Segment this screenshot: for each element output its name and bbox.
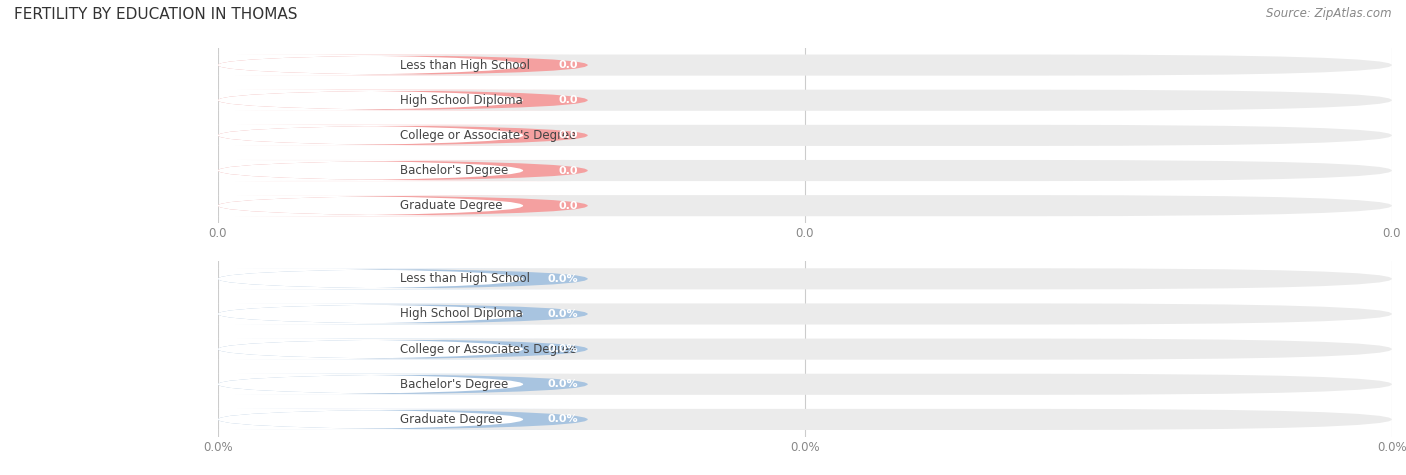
FancyBboxPatch shape <box>172 90 571 111</box>
FancyBboxPatch shape <box>218 55 1392 76</box>
FancyBboxPatch shape <box>218 409 588 430</box>
Text: 0.0: 0.0 <box>558 95 578 105</box>
FancyBboxPatch shape <box>172 339 571 360</box>
FancyBboxPatch shape <box>172 409 571 430</box>
Text: Graduate Degree: Graduate Degree <box>399 413 502 426</box>
FancyBboxPatch shape <box>218 304 1392 324</box>
FancyBboxPatch shape <box>218 339 588 360</box>
FancyBboxPatch shape <box>218 160 588 181</box>
Text: Less than High School: Less than High School <box>399 272 530 285</box>
Text: College or Associate's Degree: College or Associate's Degree <box>399 129 576 142</box>
Text: High School Diploma: High School Diploma <box>399 307 523 321</box>
FancyBboxPatch shape <box>218 125 1392 146</box>
FancyBboxPatch shape <box>172 374 571 395</box>
Text: 0.0: 0.0 <box>558 165 578 176</box>
FancyBboxPatch shape <box>218 195 1392 216</box>
FancyBboxPatch shape <box>172 304 571 324</box>
FancyBboxPatch shape <box>218 304 588 324</box>
Text: 0.0%: 0.0% <box>548 414 578 425</box>
Text: 0.0%: 0.0% <box>548 344 578 354</box>
Text: Bachelor's Degree: Bachelor's Degree <box>399 164 508 177</box>
Text: 0.0%: 0.0% <box>548 274 578 284</box>
Text: 0.0%: 0.0% <box>548 379 578 389</box>
FancyBboxPatch shape <box>218 268 588 289</box>
Text: 0.0: 0.0 <box>558 60 578 70</box>
Text: FERTILITY BY EDUCATION IN THOMAS: FERTILITY BY EDUCATION IN THOMAS <box>14 7 298 22</box>
FancyBboxPatch shape <box>172 125 571 146</box>
FancyBboxPatch shape <box>218 339 1392 360</box>
FancyBboxPatch shape <box>218 125 588 146</box>
Text: High School Diploma: High School Diploma <box>399 94 523 107</box>
Text: 0.0: 0.0 <box>558 200 578 211</box>
Text: 0.0%: 0.0% <box>548 309 578 319</box>
FancyBboxPatch shape <box>172 195 571 216</box>
Text: Graduate Degree: Graduate Degree <box>399 199 502 212</box>
Text: 0.0: 0.0 <box>558 130 578 141</box>
FancyBboxPatch shape <box>218 160 1392 181</box>
FancyBboxPatch shape <box>218 195 588 216</box>
Text: Less than High School: Less than High School <box>399 58 530 72</box>
FancyBboxPatch shape <box>172 160 571 181</box>
Text: Source: ZipAtlas.com: Source: ZipAtlas.com <box>1267 7 1392 20</box>
FancyBboxPatch shape <box>218 55 588 76</box>
Text: Bachelor's Degree: Bachelor's Degree <box>399 378 508 391</box>
FancyBboxPatch shape <box>218 374 588 395</box>
Text: College or Associate's Degree: College or Associate's Degree <box>399 342 576 356</box>
FancyBboxPatch shape <box>218 409 1392 430</box>
FancyBboxPatch shape <box>218 90 1392 111</box>
FancyBboxPatch shape <box>218 374 1392 395</box>
FancyBboxPatch shape <box>218 90 588 111</box>
FancyBboxPatch shape <box>172 55 571 76</box>
FancyBboxPatch shape <box>218 268 1392 289</box>
FancyBboxPatch shape <box>172 268 571 289</box>
